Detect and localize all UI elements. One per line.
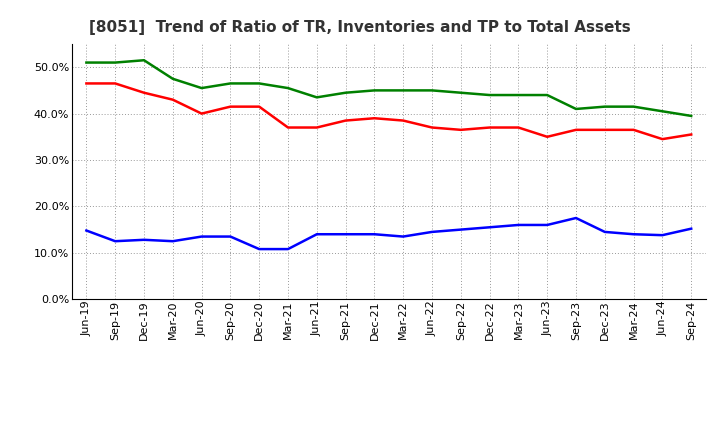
Trade Payables	[687, 113, 696, 118]
Trade Receivables	[168, 97, 177, 103]
Inventories	[168, 238, 177, 244]
Trade Payables	[456, 90, 465, 95]
Trade Payables	[168, 76, 177, 81]
Trade Payables	[284, 85, 292, 91]
Trade Receivables	[111, 81, 120, 86]
Inventories	[82, 228, 91, 233]
Inventories	[370, 231, 379, 237]
Trade Payables	[600, 104, 609, 109]
Trade Payables	[312, 95, 321, 100]
Inventories	[629, 231, 638, 237]
Inventories	[572, 215, 580, 220]
Line: Inventories: Inventories	[86, 218, 691, 249]
Inventories	[284, 246, 292, 252]
Inventories	[226, 234, 235, 239]
Trade Receivables	[456, 127, 465, 132]
Trade Receivables	[600, 127, 609, 132]
Inventories	[687, 226, 696, 231]
Trade Payables	[255, 81, 264, 86]
Trade Receivables	[284, 125, 292, 130]
Inventories	[341, 231, 350, 237]
Inventories	[514, 222, 523, 227]
Trade Payables	[658, 109, 667, 114]
Inventories	[312, 231, 321, 237]
Line: Trade Receivables: Trade Receivables	[86, 84, 691, 139]
Trade Receivables	[197, 111, 206, 116]
Trade Payables	[399, 88, 408, 93]
Inventories	[543, 222, 552, 227]
Trade Receivables	[543, 134, 552, 139]
Trade Receivables	[572, 127, 580, 132]
Inventories	[111, 238, 120, 244]
Trade Receivables	[226, 104, 235, 109]
Trade Payables	[543, 92, 552, 98]
Inventories	[600, 229, 609, 235]
Trade Receivables	[687, 132, 696, 137]
Inventories	[255, 246, 264, 252]
Trade Receivables	[255, 104, 264, 109]
Trade Payables	[629, 104, 638, 109]
Trade Receivables	[82, 81, 91, 86]
Inventories	[428, 229, 436, 235]
Trade Receivables	[140, 90, 148, 95]
Trade Receivables	[485, 125, 494, 130]
Inventories	[456, 227, 465, 232]
Trade Payables	[111, 60, 120, 65]
Trade Payables	[82, 60, 91, 65]
Trade Receivables	[399, 118, 408, 123]
Inventories	[399, 234, 408, 239]
Line: Trade Payables: Trade Payables	[86, 60, 691, 116]
Trade Payables	[197, 85, 206, 91]
Trade Payables	[572, 106, 580, 112]
Trade Receivables	[658, 136, 667, 142]
Inventories	[485, 225, 494, 230]
Trade Payables	[485, 92, 494, 98]
Trade Receivables	[428, 125, 436, 130]
Trade Receivables	[514, 125, 523, 130]
Trade Receivables	[629, 127, 638, 132]
Trade Payables	[370, 88, 379, 93]
Trade Payables	[226, 81, 235, 86]
Trade Receivables	[370, 116, 379, 121]
Trade Payables	[341, 90, 350, 95]
Inventories	[658, 232, 667, 238]
Trade Receivables	[312, 125, 321, 130]
Inventories	[140, 237, 148, 242]
Inventories	[197, 234, 206, 239]
Trade Payables	[140, 58, 148, 63]
Text: [8051]  Trend of Ratio of TR, Inventories and TP to Total Assets: [8051] Trend of Ratio of TR, Inventories…	[89, 20, 631, 35]
Trade Payables	[428, 88, 436, 93]
Trade Receivables	[341, 118, 350, 123]
Trade Payables	[514, 92, 523, 98]
